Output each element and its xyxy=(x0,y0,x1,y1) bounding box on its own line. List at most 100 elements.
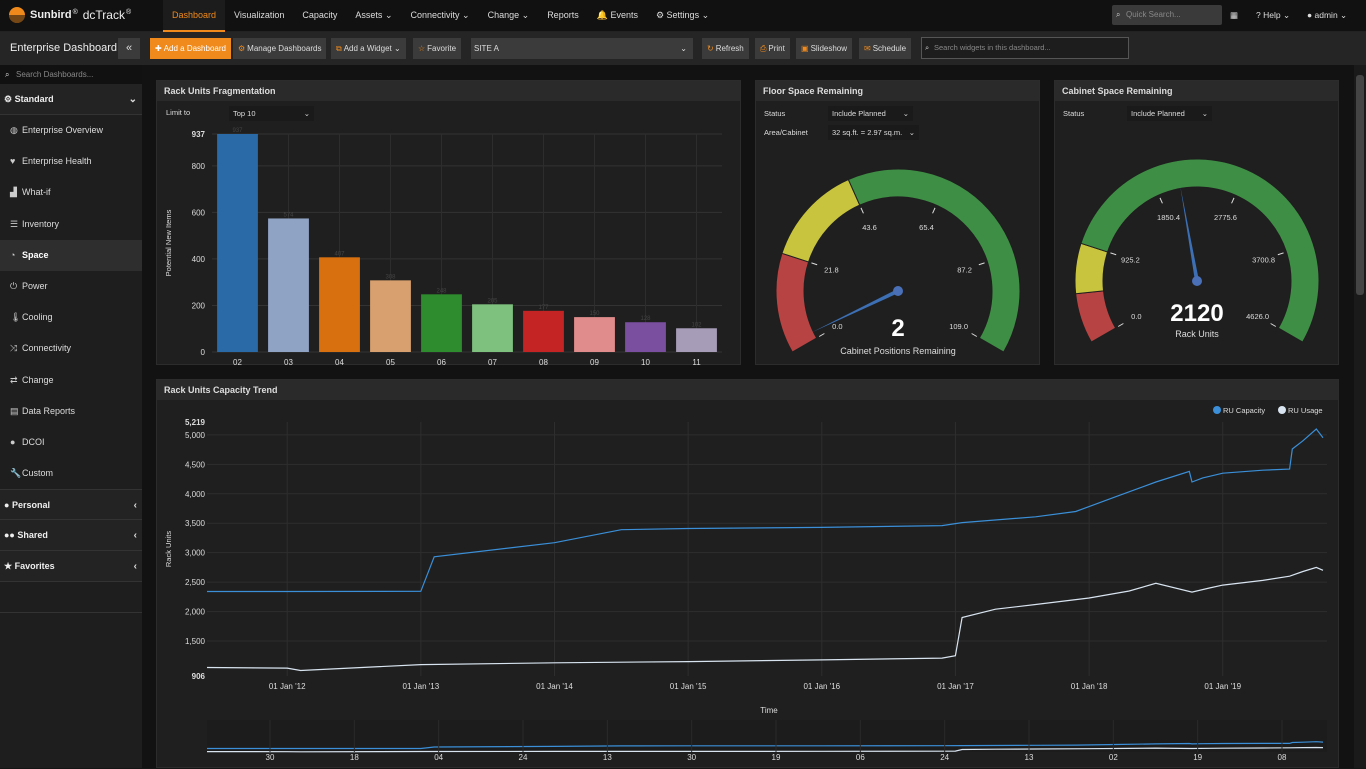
sidebar-group-standard[interactable]: ⚙ Standard ⌄ xyxy=(0,84,142,115)
gauge-tick-label: 0.0 xyxy=(1131,312,1141,321)
navigator-tick-label: 30 xyxy=(687,753,696,762)
gauge-tick xyxy=(1117,323,1124,327)
status-label: Status xyxy=(764,109,786,118)
sidebar-item-power[interactable]: ⏻ Power xyxy=(0,271,142,302)
status-select[interactable]: Include Planned ⌄ xyxy=(1127,106,1212,121)
y-tick-label: 5,000 xyxy=(185,431,206,440)
gauge-tick-label: 0.0 xyxy=(832,322,842,331)
x-tick-label: 06 xyxy=(437,358,446,366)
widget-search-input[interactable]: ⌕ Search widgets in this dashboard... xyxy=(921,37,1129,59)
widget-rack-units-capacity-trend: Rack Units Capacity Trend 906 1,500 2,000 2… xyxy=(156,379,1339,768)
area-label: Area/Cabinet xyxy=(764,128,808,137)
widget-rack-units-fragmentation: Rack Units Fragmentation Limit to Top 10… xyxy=(156,80,741,366)
chevron-left-icon: ‹ xyxy=(133,500,137,512)
favorite-button[interactable]: ☆ Favorite xyxy=(413,38,462,59)
scrollbar-thumb[interactable] xyxy=(1356,75,1364,295)
navigator-tick-label: 24 xyxy=(940,753,949,762)
bar xyxy=(319,257,360,352)
nav-dashboard[interactable]: Dashboard xyxy=(163,0,226,32)
sidebar-item-custom[interactable]: 🔧Custom xyxy=(0,458,142,489)
nav-assets[interactable]: Assets ⌄ xyxy=(355,10,393,20)
sidebar-item-what-if[interactable]: ▟ What-if xyxy=(0,177,142,208)
add-widget-button[interactable]: ⧉ Add a Widget ⌄ xyxy=(331,38,406,59)
legend-marker xyxy=(1213,406,1221,414)
sidebar-item-connectivity[interactable]: ⤨ Connectivity xyxy=(0,333,142,364)
x-tick-label: 09 xyxy=(590,358,599,366)
y-tick-label: 1,500 xyxy=(185,637,206,646)
sunbird-logo[interactable]: Sunbird ® dcTrack ® xyxy=(9,7,131,23)
sidebar-item-data-reports[interactable]: ▤ Data Reports xyxy=(0,396,142,427)
legend-marker xyxy=(1278,406,1286,414)
sidebar-item-inventory[interactable]: ☰ Inventory xyxy=(0,209,142,240)
capacity-trend-line-chart: 906 1,500 2,000 2,500 3,000 3,500 4,000 4,500 5,… xyxy=(164,406,1327,762)
plus-icon: ✚ xyxy=(155,44,162,53)
nav-events[interactable]: 🔔 Events xyxy=(596,10,638,20)
schedule-button[interactable]: ✉ Schedule xyxy=(859,38,912,59)
gauge-tick-label: 3700.8 xyxy=(1252,255,1275,264)
navigator-tick-label: 06 xyxy=(856,753,865,762)
gauge-tick xyxy=(978,262,985,266)
sidebar-item-change[interactable]: ⇄ Change xyxy=(0,365,142,396)
top-navbar: Sunbird ® dcTrack ® Dashboard Visualizatio… xyxy=(0,0,1366,32)
limit-select[interactable]: Top 10 ⌄ xyxy=(229,106,314,121)
nav-settings[interactable]: ⚙ Settings ⌄ xyxy=(655,10,710,20)
site-select[interactable]: SITE A ⌄ xyxy=(471,38,693,59)
sidebar-group-favorites[interactable]: ★ Favorites ‹ xyxy=(0,551,142,583)
x-tick-label: 08 xyxy=(539,358,548,366)
manage-dashboards-button[interactable]: ⚙ Manage Dashboards xyxy=(233,38,327,59)
sidebar-group-personal[interactable]: ● Personal ‹ xyxy=(0,489,142,521)
calendar-icon[interactable]: ▦ xyxy=(1230,10,1239,20)
sidebar-group-shared[interactable]: ●● Shared ‹ xyxy=(0,520,142,552)
nav-capacity[interactable]: Capacity xyxy=(302,10,338,20)
help-menu[interactable]: ? Help ⌄ xyxy=(1256,10,1291,20)
chevron-down-icon: ⌄ xyxy=(303,109,310,118)
status-select[interactable]: Include Planned ⌄ xyxy=(828,106,913,121)
widget-cabinet-space-remaining: Cabinet Space Remaining Status Include P… xyxy=(1054,80,1339,365)
bar-data-label: 407 xyxy=(334,251,345,257)
y-tick-label: 906 xyxy=(192,672,206,681)
nav-visualization[interactable]: Visualization xyxy=(234,10,285,20)
print-button[interactable]: ⎙ Print xyxy=(755,38,790,59)
x-tick-label: 01 Jan '17 xyxy=(937,682,974,691)
x-tick-label: 02 xyxy=(233,358,242,366)
navigator-series-line xyxy=(207,741,1324,750)
navigator-tick-label: 02 xyxy=(1109,753,1118,762)
bar-data-label: 102 xyxy=(691,322,702,328)
gauge-needle xyxy=(1180,186,1199,282)
gauge-band xyxy=(781,178,861,263)
gauge-tick xyxy=(818,333,825,337)
bar xyxy=(421,294,462,352)
user-menu[interactable]: ● admin ⌄ xyxy=(1307,10,1348,20)
area-select[interactable]: 32 sq.ft. = 2.97 sq.m. ⌄ xyxy=(828,125,919,140)
sidebar-item-enterprise-health[interactable]: ♥ Enterprise Health xyxy=(0,146,142,177)
gauge-tick-label: 109.0 xyxy=(949,322,968,331)
dashboard-toolbar: Enterprise Dashboard « ✚ Add a Dashboard … xyxy=(0,32,1366,65)
refresh-icon: ↻ xyxy=(707,44,714,53)
x-tick-label: 04 xyxy=(335,358,344,366)
chevron-down-icon: ⌄ xyxy=(1201,109,1208,118)
collapse-sidebar-button[interactable]: « xyxy=(118,38,140,59)
nav-reports[interactable]: Reports xyxy=(547,10,579,20)
sidebar-item-space[interactable]: ◔ Space xyxy=(0,239,142,271)
sidebar-item-enterprise-overview[interactable]: ◍ Enterprise Overview xyxy=(0,115,142,146)
nav-change[interactable]: Change ⌄ xyxy=(487,10,530,20)
page-scrollbar[interactable] xyxy=(1354,65,1366,768)
add-dashboard-button[interactable]: ✚ Add a Dashboard xyxy=(150,38,231,59)
widget-title: Cabinet Space Remaining xyxy=(1055,81,1338,101)
quick-search-input[interactable]: ⌕ Quick Search... xyxy=(1112,5,1222,25)
chevron-down-icon: ⌄ xyxy=(128,94,137,105)
slideshow-button[interactable]: ▣ Slideshow xyxy=(796,38,853,59)
gauge-band xyxy=(847,168,1021,353)
brand-name: Sunbird xyxy=(30,9,72,21)
globe-icon: ◍ xyxy=(10,125,18,135)
nav-connectivity[interactable]: Connectivity ⌄ xyxy=(410,10,470,20)
gauge-tick xyxy=(1270,323,1277,327)
dashboard-search-input[interactable]: ⌕ Search Dashboards... xyxy=(0,65,142,84)
bar-data-label: 308 xyxy=(385,274,396,280)
refresh-button[interactable]: ↻ Refresh xyxy=(702,38,749,59)
navigator-tick-label: 18 xyxy=(350,753,359,762)
sidebar-item-cooling[interactable]: 🌡Cooling xyxy=(0,302,142,333)
user-icon: ● xyxy=(4,500,10,511)
sidebar-item-dcoi[interactable]: ● DCOI xyxy=(0,427,142,458)
circle-icon: ● xyxy=(10,436,16,447)
